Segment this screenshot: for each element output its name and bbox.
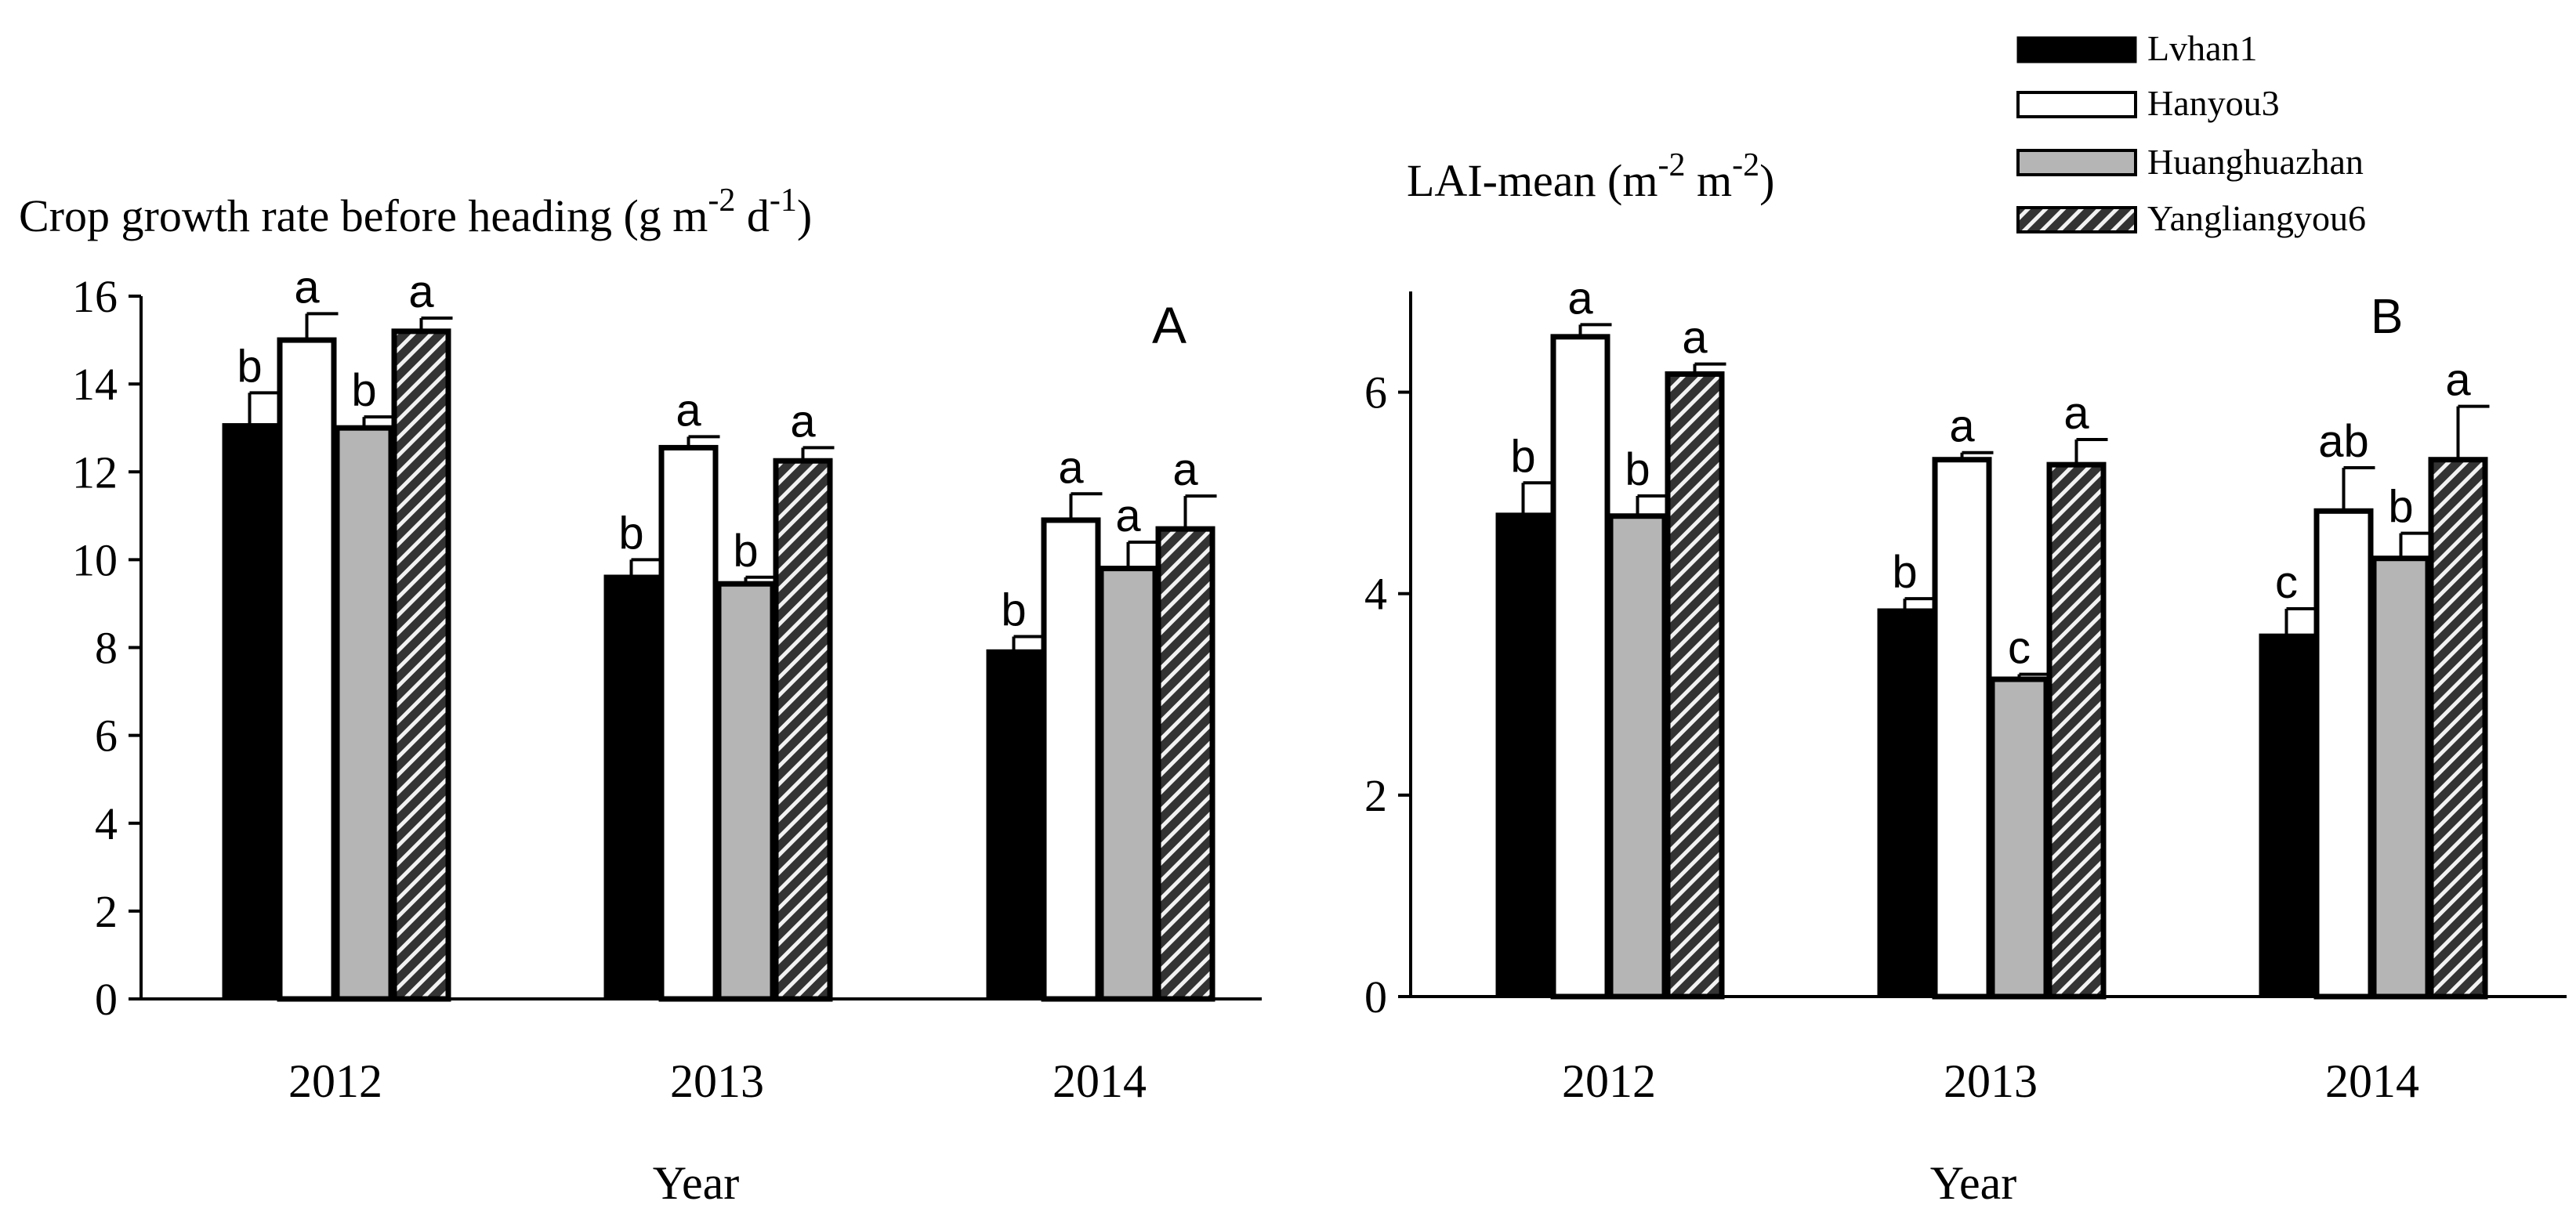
bar-hanyou3-2013: [1932, 457, 1992, 1000]
bar-hanyou3-2012: [277, 337, 337, 1002]
significance-letter: b: [733, 526, 758, 577]
bar-lvhan1-2013: [1877, 608, 1933, 997]
bar-lvhan1-2012: [222, 423, 277, 1000]
bar-huanghuazhan-2013: [1989, 676, 2049, 1000]
y-tick-label: 0: [1364, 972, 1387, 1022]
bar-hanyou3-2014: [2313, 508, 2374, 1000]
y-tick-label: 2: [1364, 770, 1387, 821]
significance-letter: b: [1625, 444, 1650, 495]
bar-lvhan1-2014: [986, 649, 1042, 1000]
y-tick-label: 6: [95, 711, 118, 762]
y-tick-label: 4: [95, 798, 118, 849]
y-tick-label: 8: [95, 623, 118, 674]
significance-letter: a: [1115, 490, 1141, 541]
y-tick-label: 4: [1364, 569, 1387, 620]
bar-yangliangyou6-2013: [2046, 461, 2107, 1000]
y-tick-label: 10: [72, 534, 118, 585]
legend-swatch-huanghuazhan: [2016, 149, 2137, 176]
y-tick-label: 14: [72, 359, 118, 410]
bar-yangliangyou6-2012: [1665, 371, 1725, 1000]
significance-letter: a: [676, 385, 701, 436]
legend-label-yangliangyou6: Yangliangyou6: [2147, 198, 2366, 238]
legend-swatch-lvhan1: [2016, 36, 2137, 63]
bar-lvhan1-2013: [603, 574, 659, 1000]
y-tick-label: 6: [1364, 367, 1387, 418]
y-tick-label: 0: [95, 974, 118, 1025]
legend-label-lvhan1: Lvhan1: [2147, 28, 2258, 68]
significance-letter: c: [2275, 557, 2298, 608]
bar-huanghuazhan-2014: [2371, 555, 2431, 1000]
legend: Lvhan1 Hanyou3 Huanghuazhan Yangliangyou…: [2016, 28, 2366, 238]
x-tick-label: 2012: [288, 1055, 382, 1107]
panel-b-label: B: [2371, 290, 2403, 344]
bar-hanyou3-2013: [658, 444, 719, 1002]
panel-b-x-axis: 2012 2013 2014: [1411, 995, 2567, 1107]
significance-letter: a: [1172, 444, 1198, 495]
panel-b-chart: LAI-mean (m-2 m-2) B 0 2 4 6 2012 2013 2014 b…: [1364, 147, 2567, 1209]
significance-letter: b: [351, 365, 376, 416]
bar-hanyou3-2012: [1550, 334, 1610, 1000]
bar-lvhan1-2014: [2259, 633, 2314, 997]
significance-letter: ab: [2318, 416, 2369, 467]
significance-letter: a: [790, 396, 816, 447]
y-tick-label: 12: [72, 447, 118, 498]
panel-a-x-axis-title: Year: [653, 1157, 740, 1209]
bar-yangliangyou6-2014: [1155, 526, 1216, 1002]
significance-letter: b: [1510, 431, 1535, 482]
legend-swatch-hanyou3: [2016, 91, 2137, 118]
significance-letter: c: [2008, 623, 2031, 674]
y-tick-label: 2: [95, 886, 118, 937]
significance-letter: a: [294, 262, 320, 313]
panel-b-y-axis: 0 2 4 6: [1364, 291, 1412, 1022]
legend-label-huanghuazhan: Huanghuazhan: [2147, 142, 2364, 182]
x-tick-label: 2014: [1053, 1055, 1147, 1107]
bar-huanghuazhan-2014: [1098, 566, 1158, 1002]
significance-letter: b: [237, 341, 262, 392]
bar-lvhan1-2012: [1495, 512, 1551, 997]
legend-label-hanyou3: Hanyou3: [2147, 83, 2280, 123]
y-tick-label: 16: [72, 271, 118, 322]
x-tick-label: 2012: [1562, 1055, 1656, 1107]
bar-huanghuazhan-2012: [1607, 513, 1668, 1000]
panel-a-chart: Crop growth rate before heading (g m-2 d…: [19, 183, 1262, 1209]
significance-letter: a: [2063, 388, 2089, 439]
significance-letter: b: [618, 508, 643, 559]
bar-huanghuazhan-2012: [334, 425, 394, 1002]
panel-b-x-axis-title: Year: [1930, 1157, 2017, 1209]
panel-a-x-axis: 2012 2013 2014: [141, 997, 1262, 1107]
bar-huanghuazhan-2013: [716, 581, 776, 1002]
significance-letter: a: [1949, 401, 1975, 452]
significance-letter: a: [2445, 355, 2471, 406]
bar-hanyou3-2014: [1041, 517, 1101, 1002]
panel-a-label: A: [1152, 296, 1187, 354]
panel-a-y-axis: 0 2 4 6 8 10 12 14 16: [72, 271, 143, 1025]
panel-b-title: LAI-mean (m-2 m-2): [1407, 147, 1774, 206]
x-tick-label: 2013: [670, 1055, 764, 1107]
panel-a-title: Crop growth rate before heading (g m-2 d…: [19, 183, 812, 241]
significance-letter: a: [1058, 442, 1084, 493]
significance-letter: b: [1001, 584, 1026, 635]
bar-yangliangyou6-2012: [391, 328, 451, 1002]
x-tick-label: 2013: [1944, 1055, 2038, 1107]
significance-letter: a: [1682, 313, 1708, 364]
bar-yangliangyou6-2014: [2428, 457, 2488, 1000]
bar-yangliangyou6-2013: [773, 458, 833, 1002]
significance-letter: a: [1567, 273, 1593, 324]
x-tick-label: 2014: [2325, 1055, 2419, 1107]
significance-letter: a: [408, 266, 434, 317]
significance-letter: b: [1892, 547, 1917, 598]
legend-swatch-yangliangyou6: [2016, 206, 2137, 233]
significance-letter: b: [2388, 482, 2413, 533]
